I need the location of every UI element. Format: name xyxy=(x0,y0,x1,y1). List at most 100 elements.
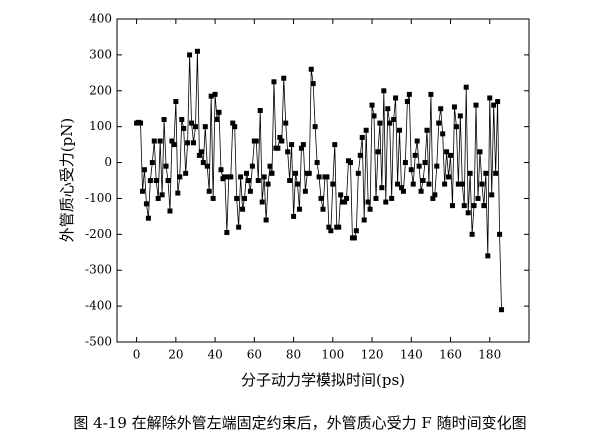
data-point xyxy=(138,120,144,126)
data-point xyxy=(173,99,179,105)
data-point xyxy=(406,91,412,97)
data-point xyxy=(259,199,265,205)
data-point xyxy=(463,84,469,90)
data-point xyxy=(347,160,353,166)
y-tick-label: -200 xyxy=(85,227,112,241)
data-point xyxy=(210,195,216,201)
data-point xyxy=(161,116,167,122)
data-point xyxy=(367,206,373,212)
x-axis-label: 分子动力学模拟时间(ps) xyxy=(241,371,405,389)
data-point xyxy=(369,102,375,108)
data-point xyxy=(196,152,202,158)
data-point xyxy=(177,174,183,180)
data-point xyxy=(269,170,275,176)
data-point xyxy=(312,124,318,130)
data-point xyxy=(497,231,503,237)
data-point xyxy=(145,215,151,221)
data-point xyxy=(179,116,185,122)
x-tick-label: 120 xyxy=(361,348,384,362)
data-point xyxy=(402,160,408,166)
data-point xyxy=(212,91,218,97)
y-tick-label: -100 xyxy=(85,191,112,205)
x-tick-label: 0 xyxy=(133,348,141,362)
data-point xyxy=(289,142,295,148)
y-tick-label: -400 xyxy=(85,299,112,313)
data-point xyxy=(187,52,193,58)
data-point xyxy=(153,178,159,183)
data-point xyxy=(416,163,422,169)
data-point xyxy=(232,124,238,130)
data-point xyxy=(296,206,302,212)
data-point xyxy=(442,181,448,187)
data-point xyxy=(483,170,489,176)
data-point xyxy=(365,199,371,205)
data-point xyxy=(308,66,314,72)
data-point xyxy=(448,152,454,158)
data-point xyxy=(432,192,438,198)
data-point xyxy=(395,181,401,187)
data-point xyxy=(475,195,481,201)
data-point xyxy=(357,152,363,158)
data-point xyxy=(318,195,324,201)
data-point xyxy=(263,217,269,223)
data-point xyxy=(143,201,149,207)
data-point xyxy=(298,145,304,151)
data-point xyxy=(449,203,455,209)
y-tick-label: 300 xyxy=(89,47,112,61)
data-point xyxy=(481,203,487,209)
x-tick-label: 100 xyxy=(321,348,344,362)
data-point xyxy=(316,174,322,180)
data-point xyxy=(175,190,181,196)
x-tick-label: 60 xyxy=(247,348,262,362)
data-point xyxy=(444,149,450,155)
data-point xyxy=(408,167,414,173)
data-point xyxy=(261,174,267,180)
data-point xyxy=(167,208,173,214)
data-point xyxy=(377,120,383,126)
data-point xyxy=(457,113,463,119)
data-point xyxy=(338,192,344,198)
data-point xyxy=(157,138,163,144)
data-point xyxy=(287,178,293,183)
data-point xyxy=(255,178,261,183)
data-point xyxy=(206,188,212,194)
data-point xyxy=(467,170,473,176)
data-point xyxy=(192,124,198,130)
data-point xyxy=(353,228,359,234)
data-point xyxy=(418,188,424,194)
data-point xyxy=(359,134,365,140)
data-point xyxy=(271,79,277,85)
data-point xyxy=(332,142,338,148)
data-point xyxy=(451,104,457,110)
data-point xyxy=(342,199,348,205)
data-point xyxy=(155,195,161,201)
data-point xyxy=(424,127,430,133)
data-point xyxy=(453,124,459,130)
data-point xyxy=(412,152,418,158)
data-point xyxy=(446,174,452,180)
data-point xyxy=(224,230,230,236)
data-point xyxy=(430,195,436,201)
data-point xyxy=(414,138,420,144)
data-point xyxy=(389,195,395,201)
data-point xyxy=(185,140,191,146)
data-point xyxy=(499,307,505,313)
data-point xyxy=(400,188,406,194)
data-point xyxy=(200,160,206,166)
data-point xyxy=(228,174,234,180)
data-point xyxy=(293,170,299,176)
data-point xyxy=(147,178,153,183)
data-point xyxy=(326,224,332,230)
data-point xyxy=(391,116,397,122)
data-point xyxy=(302,188,308,194)
data-point xyxy=(159,192,165,198)
data-point xyxy=(440,131,446,137)
data-point xyxy=(277,134,283,140)
data-point xyxy=(410,181,416,187)
data-point xyxy=(279,138,285,144)
data-point xyxy=(455,181,461,187)
data-point xyxy=(344,195,350,201)
data-point xyxy=(428,91,434,97)
data-point xyxy=(351,235,357,241)
